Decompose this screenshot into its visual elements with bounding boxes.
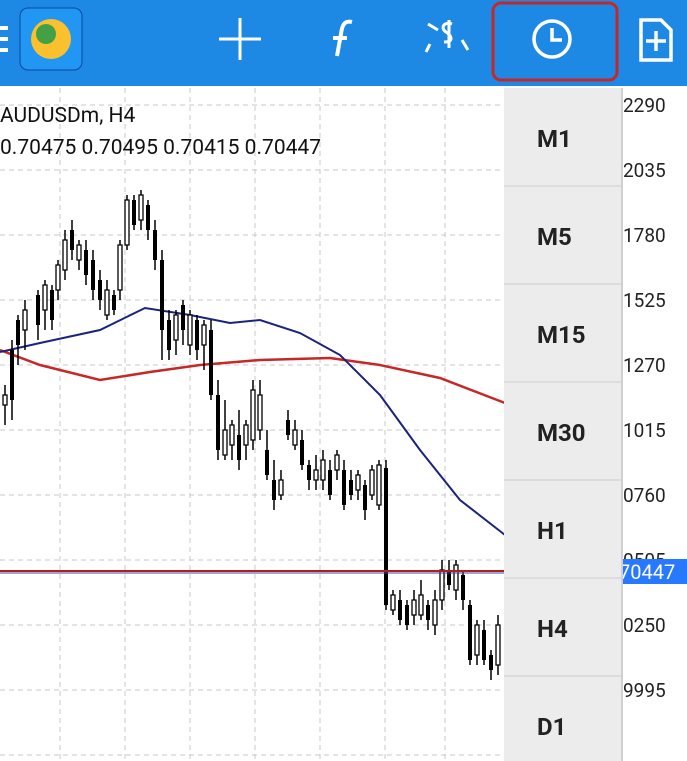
timeframe-item[interactable]: M15 [504, 283, 621, 349]
timeframe-label: H4 [537, 615, 568, 643]
clock-hands [550, 28, 562, 42]
hamburger-icon[interactable] [0, 26, 8, 52]
price-label: 0760 [623, 484, 666, 507]
price-label: 1270 [623, 354, 666, 377]
doc-plus [646, 31, 666, 51]
price-label: 2290 [623, 94, 666, 117]
clock-icon [532, 19, 572, 59]
price-label: 1780 [623, 224, 666, 247]
grid-lines [0, 88, 622, 761]
timeframe-items: M1 M5 M15 M30 H1 H4 D1 [504, 125, 621, 741]
timeframe-label: M15 [537, 321, 586, 349]
indicator-icon[interactable] [333, 19, 353, 57]
timeframe-label: M1 [537, 125, 572, 153]
timeframe-menu [504, 88, 622, 761]
timeframe-label: D1 [537, 713, 566, 741]
app-icon-land [36, 24, 56, 44]
price-label: 1015 [623, 419, 666, 442]
timeframe-label: H1 [537, 517, 568, 545]
timeframe-item[interactable]: M1 [537, 125, 572, 153]
price-axis [622, 85, 687, 761]
timeframe-item[interactable]: H4 [504, 577, 621, 643]
new-order-icon[interactable] [639, 18, 673, 62]
symbol-label: AUDUSDm, H4 [0, 104, 136, 128]
price-tag-label: 70447 [619, 560, 675, 584]
timeframe-item[interactable]: D1 [504, 675, 621, 741]
price-label: 1525 [623, 289, 666, 312]
timeframe-label: M5 [537, 223, 572, 251]
app-icon[interactable] [19, 7, 83, 71]
grid [0, 88, 622, 761]
price-label: 0250 [623, 614, 666, 637]
price-label: 2035 [623, 159, 666, 182]
timeframe-item[interactable]: H1 [504, 479, 621, 545]
crosshair-icon[interactable] [219, 18, 261, 60]
dollar-sign [441, 20, 453, 48]
price-axis-labels: 2290203517801525127010150760050502509995 [623, 94, 666, 702]
price-tag [620, 559, 687, 584]
timeframe-item[interactable]: M5 [504, 185, 621, 251]
doc-outline [639, 18, 673, 62]
menu-shadow [621, 88, 623, 761]
timeframe-label: M30 [537, 419, 586, 447]
ma-fast [0, 306, 506, 536]
ma-slow [0, 348, 506, 405]
price-label: 9995 [623, 679, 666, 702]
trade-arrows [424, 22, 470, 53]
candle-bodies-up [2, 194, 501, 666]
ohlc-label: 0.70475 0.70495 0.70415 0.70447 [0, 136, 321, 160]
trade-icon[interactable] [424, 20, 470, 53]
timeframe-item[interactable]: M30 [504, 381, 621, 447]
